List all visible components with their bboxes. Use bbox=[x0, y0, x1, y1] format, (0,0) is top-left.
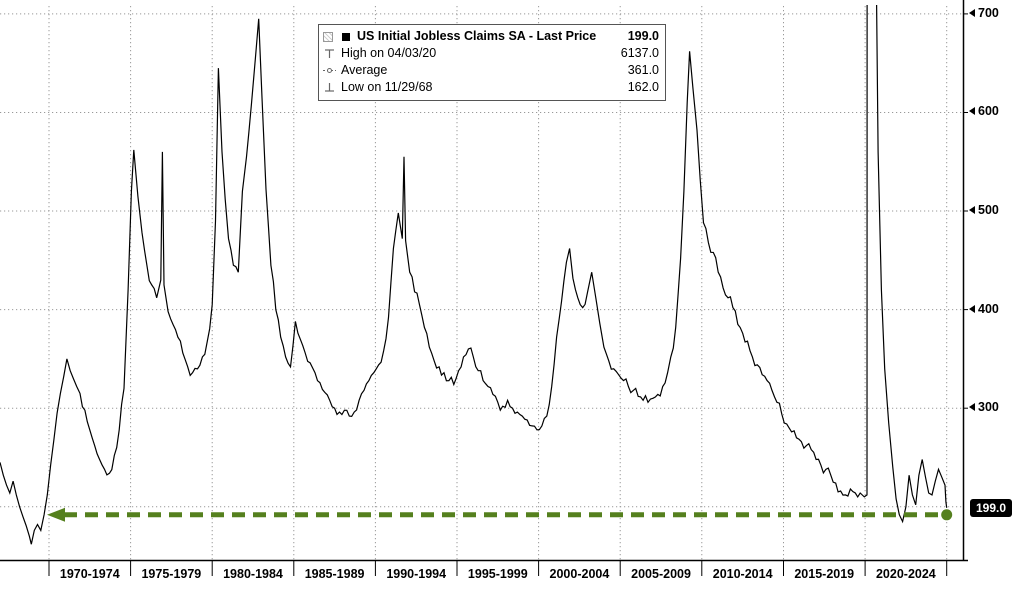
y-axis-label: 700 bbox=[969, 6, 999, 20]
series-swatch-icon bbox=[341, 32, 350, 41]
legend-row-average: Average 361.0 bbox=[323, 62, 659, 79]
high-label: High on 04/03/20 bbox=[341, 45, 437, 60]
low-label: Low on 11/29/68 bbox=[341, 79, 433, 94]
average-value: 361.0 bbox=[627, 62, 659, 77]
x-axis-period-label: 1980-1984 bbox=[223, 567, 283, 581]
legend-row-series: US Initial Jobless Claims SA - Last Pric… bbox=[323, 28, 659, 45]
last-price-badge: 199.0 bbox=[970, 498, 1013, 517]
legend-row-high: High on 04/03/20 6137.0 bbox=[323, 45, 659, 62]
y-axis-label: 600 bbox=[969, 104, 999, 118]
claims-line-series bbox=[0, 5, 948, 545]
average-label: Average bbox=[341, 62, 388, 77]
y-axis-label: 500 bbox=[969, 203, 999, 217]
high-marker-icon bbox=[323, 48, 336, 59]
y-axis-label: 300 bbox=[969, 400, 999, 414]
x-axis-period-label: 2005-2009 bbox=[631, 567, 691, 581]
axes bbox=[0, 0, 968, 576]
axis-tick-arrow-icon bbox=[969, 107, 975, 116]
high-value: 6137.0 bbox=[620, 45, 659, 60]
y-axis-label: 400 bbox=[969, 302, 999, 316]
x-axis-period-label: 1975-1979 bbox=[141, 567, 202, 581]
last-price-dashed-arrow bbox=[47, 507, 953, 522]
axis-tick-arrow-icon bbox=[969, 8, 975, 17]
series-label: US Initial Jobless Claims SA - Last Pric… bbox=[357, 28, 597, 43]
x-axis-period-label: 2020-2024 bbox=[875, 567, 936, 581]
x-axis-period-label: 2010-2014 bbox=[712, 567, 773, 581]
legend-grip-icon bbox=[323, 31, 333, 42]
low-value: 162.0 bbox=[627, 79, 659, 94]
x-axis-period-label: 1985-1989 bbox=[304, 567, 365, 581]
low-marker-icon bbox=[323, 82, 336, 93]
legend-box[interactable]: US Initial Jobless Claims SA - Last Pric… bbox=[318, 24, 666, 101]
x-axis-period-label: 2000-2004 bbox=[549, 567, 610, 581]
last-point-dot bbox=[941, 509, 953, 521]
axis-tick-arrow-icon bbox=[969, 403, 975, 412]
horizontal-gridlines bbox=[0, 13, 963, 508]
series-last-value: 199.0 bbox=[627, 28, 659, 43]
x-axis-period-label: 1995-1999 bbox=[467, 567, 528, 581]
axis-tick-arrow-icon bbox=[969, 304, 975, 313]
axis-tick-arrow-icon bbox=[969, 206, 975, 215]
x-axis-period-label: 1990-1994 bbox=[386, 567, 447, 581]
average-marker-icon bbox=[323, 66, 336, 75]
legend-row-low: Low on 11/29/68 162.0 bbox=[323, 79, 659, 96]
x-axis-period-label: 2015-2019 bbox=[794, 567, 855, 581]
arrowhead-left-icon bbox=[47, 507, 65, 522]
x-axis-period-label: 1970-1974 bbox=[59, 567, 120, 581]
